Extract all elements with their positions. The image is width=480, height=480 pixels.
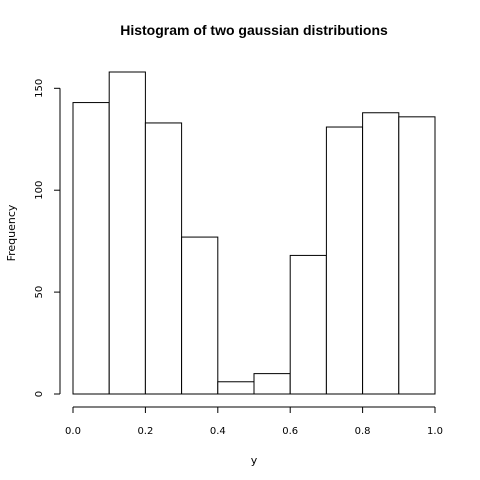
x-axis: 0.0 0.2 0.4 0.6 0.8 1.0 bbox=[65, 406, 443, 437]
histogram-bar-5 bbox=[253, 373, 291, 395]
histogram-bar-0 bbox=[72, 102, 110, 395]
x-tick-label-3: 0.6 bbox=[282, 426, 298, 437]
x-tick-label-2: 0.4 bbox=[210, 426, 226, 437]
y-axis: 0 50 100 150 bbox=[34, 79, 61, 397]
x-tick-label-0: 0.0 bbox=[65, 426, 81, 437]
histogram-bar-1 bbox=[108, 71, 146, 395]
x-tick-label-4: 0.8 bbox=[355, 426, 371, 437]
x-tick-label-1: 0.2 bbox=[137, 426, 153, 437]
chart-title: Histogram of two gaussian distributions bbox=[120, 22, 388, 38]
y-tick-label-3: 150 bbox=[34, 79, 45, 98]
histogram-bar-4 bbox=[217, 381, 255, 395]
x-tick-label-5: 1.0 bbox=[427, 426, 443, 437]
y-axis-label: Frequency bbox=[5, 204, 18, 261]
histogram-bar-2 bbox=[144, 122, 183, 395]
y-tick-label-2: 100 bbox=[34, 181, 45, 200]
y-tick-label-0: 0 bbox=[34, 391, 45, 397]
histogram-bar-3 bbox=[181, 236, 219, 395]
histogram-bar-8 bbox=[362, 112, 400, 395]
bars-group bbox=[72, 71, 436, 395]
histogram-bar-7 bbox=[325, 126, 364, 395]
x-axis-label: y bbox=[251, 454, 258, 467]
histogram-bar-9 bbox=[398, 116, 436, 395]
histogram-bar-6 bbox=[289, 254, 327, 395]
y-tick-label-1: 50 bbox=[34, 286, 45, 299]
